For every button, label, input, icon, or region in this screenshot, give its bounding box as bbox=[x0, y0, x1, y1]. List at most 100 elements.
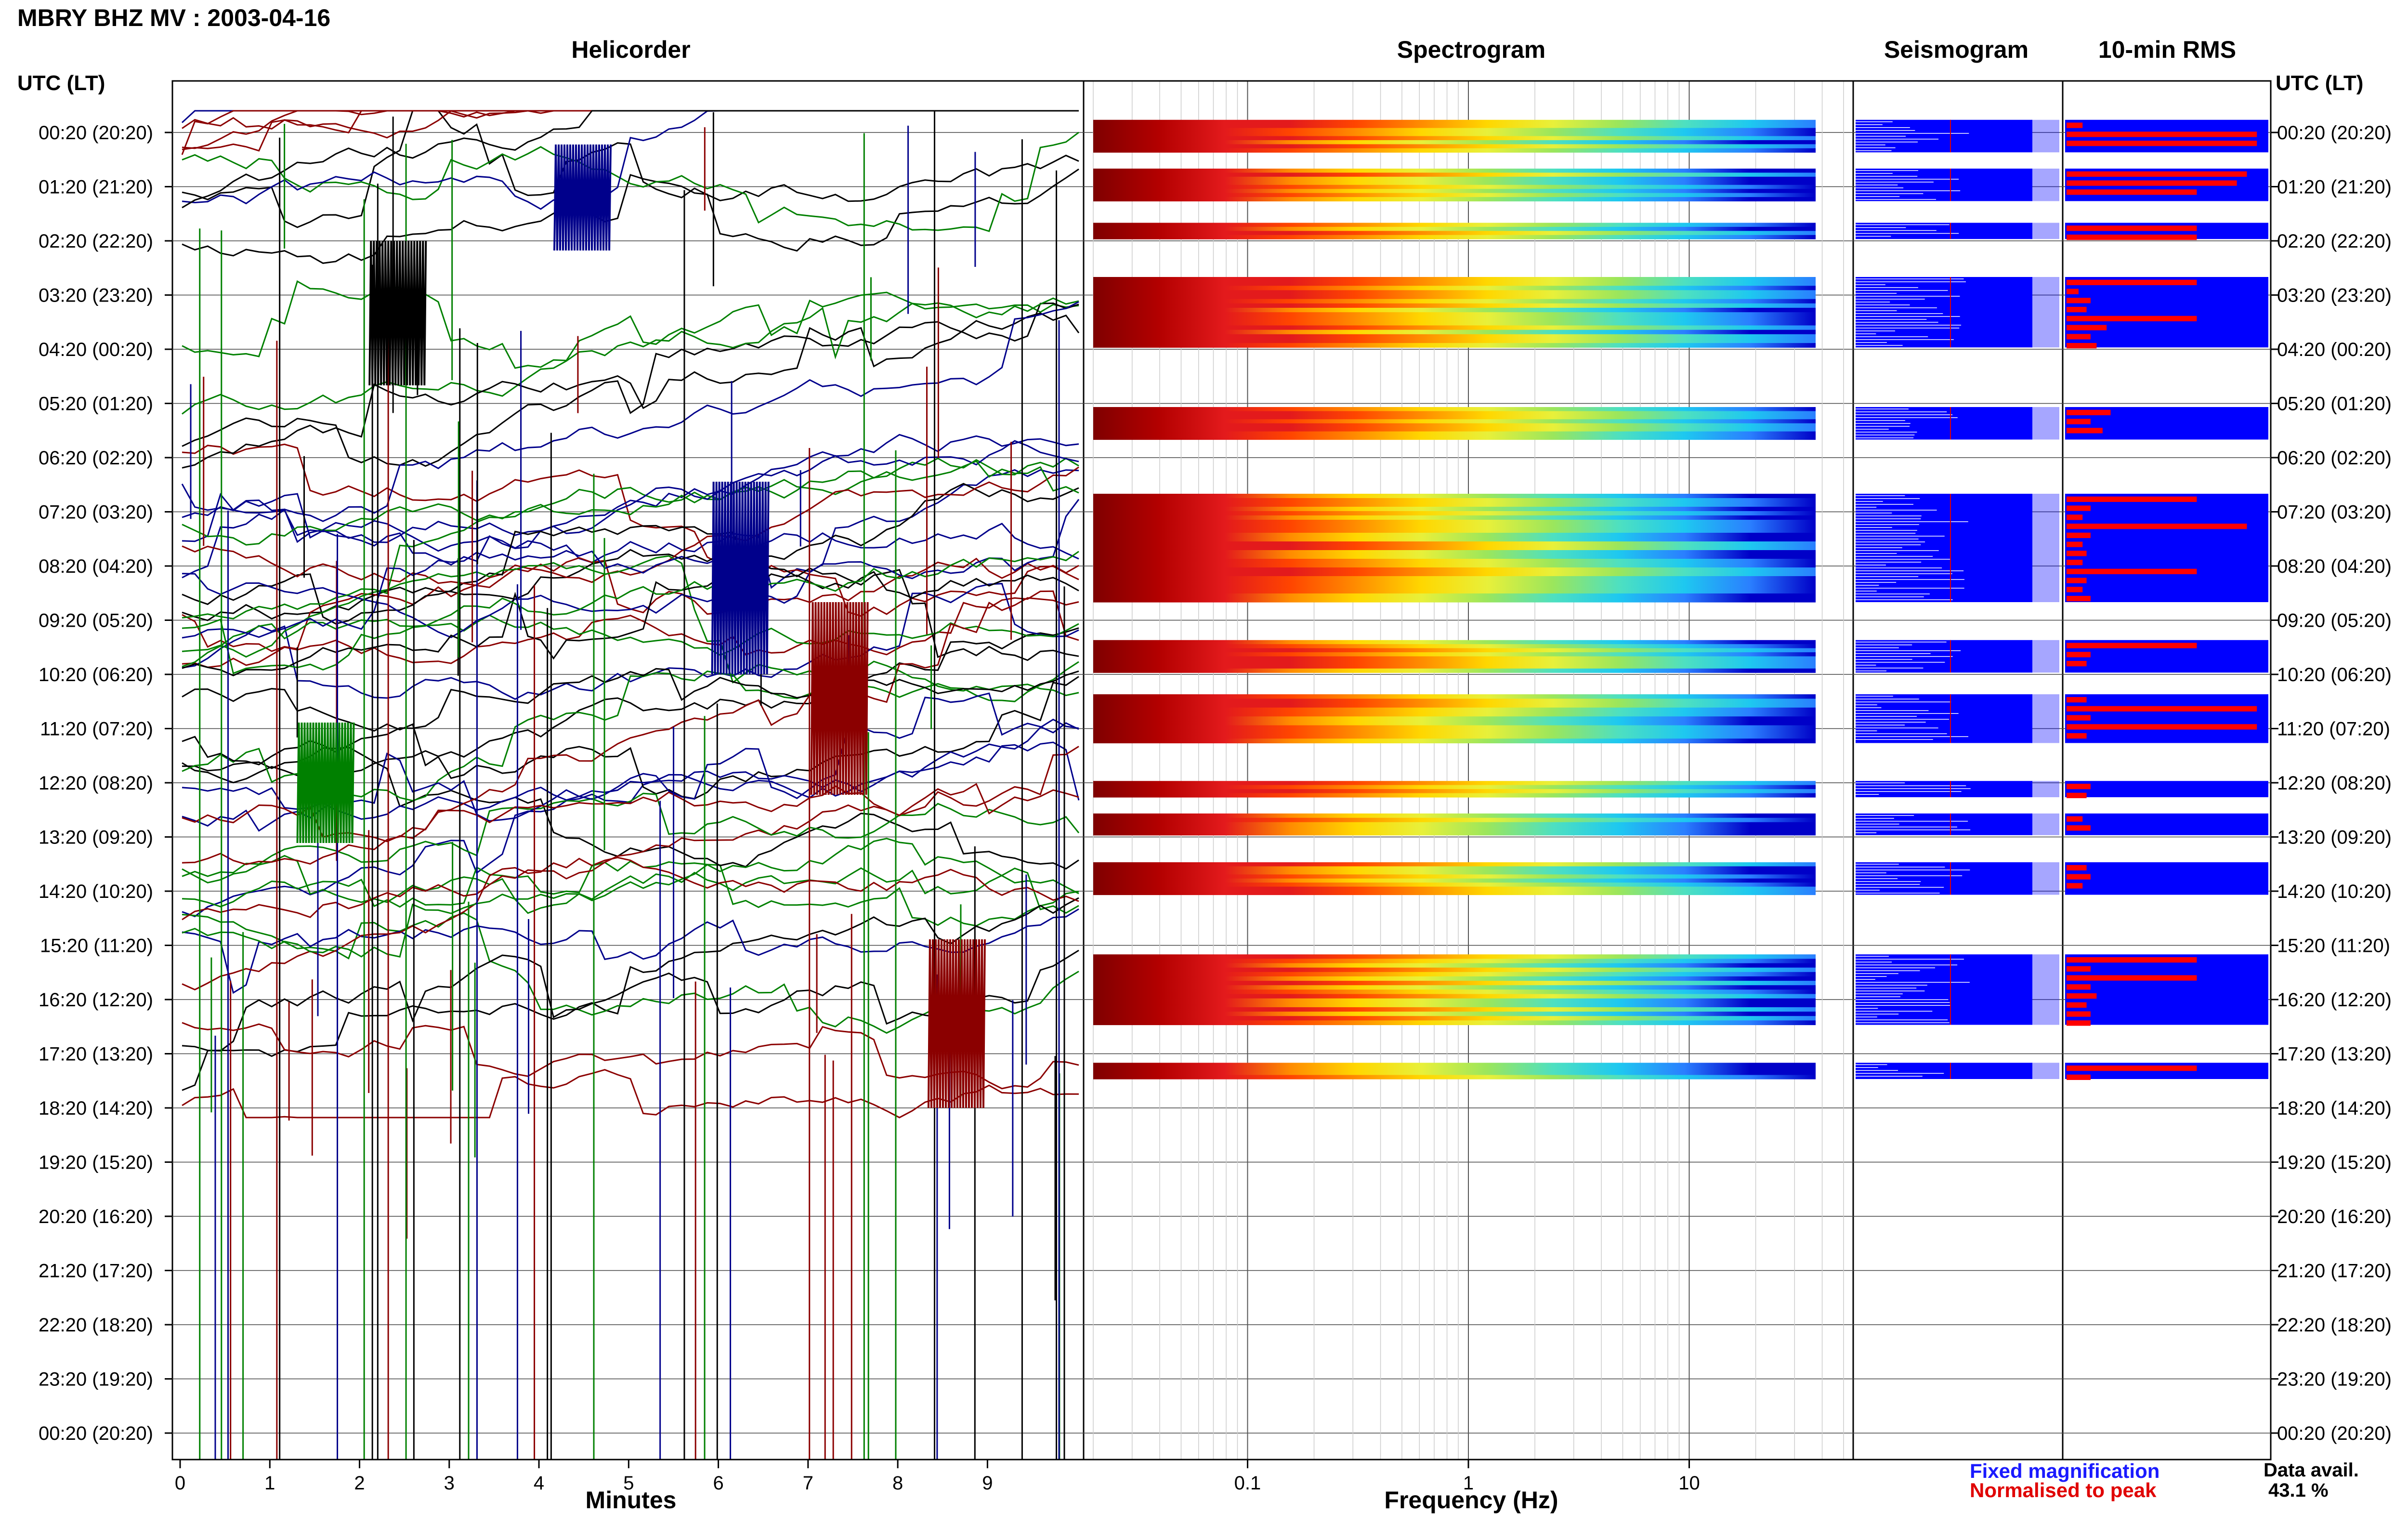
helicorder-x-tick-label: 4 bbox=[534, 1473, 544, 1494]
spectrogram-strip bbox=[1093, 307, 1816, 313]
helicorder-trace bbox=[182, 746, 1079, 921]
row-label-right: 11:20 (07:20) bbox=[2277, 719, 2390, 740]
row-label-left: 16:20 (12:20) bbox=[39, 989, 153, 1011]
spectrogram-strip bbox=[1093, 563, 1816, 568]
rms-bar bbox=[2067, 643, 2197, 648]
rms-bar bbox=[2067, 141, 2257, 146]
spectrogram-strip bbox=[1093, 580, 1816, 585]
rms-block bbox=[2065, 954, 2268, 1025]
spectrogram-strip bbox=[1093, 316, 1816, 322]
helicorder-x-tick-label: 2 bbox=[354, 1473, 365, 1494]
row-label-left: 22:20 (18:20) bbox=[39, 1315, 153, 1336]
spectrogram-strip bbox=[1093, 515, 1816, 520]
row-label-right: 09:20 (05:20) bbox=[2277, 610, 2392, 632]
rms-bar bbox=[2067, 1020, 2091, 1026]
spectrogram-strip bbox=[1093, 299, 1816, 304]
spectrogram-strip bbox=[1093, 325, 1816, 330]
spectrogram-strip bbox=[1093, 329, 1816, 335]
helicorder-trace bbox=[182, 783, 1079, 865]
spectrogram-strip bbox=[1093, 193, 1816, 197]
legend-normalised-to-peak: Normalised to peak bbox=[1970, 1479, 2157, 1501]
rms-bar bbox=[2067, 975, 2197, 981]
spectrogram-strip bbox=[1093, 585, 1816, 590]
row-label-right: 02:20 (22:20) bbox=[2277, 231, 2392, 252]
utc-header-right: UTC (LT) bbox=[2276, 71, 2364, 95]
spectrogram-strip bbox=[1093, 1075, 1816, 1080]
row-label-left: 09:20 (05:20) bbox=[39, 610, 153, 632]
spectrogram-strip bbox=[1093, 294, 1816, 300]
row-label-left: 21:20 (17:20) bbox=[39, 1261, 153, 1282]
spectrogram-strip bbox=[1093, 176, 1816, 181]
spectrogram-strip bbox=[1093, 593, 1816, 598]
helicorder-x-tick-label: 0 bbox=[175, 1473, 185, 1494]
helicorder-trace bbox=[182, 110, 1079, 228]
helicorder-trace bbox=[182, 280, 1079, 369]
page-title: MBRY BHZ MV : 2003-04-16 bbox=[17, 4, 331, 31]
spectrogram-strip bbox=[1093, 498, 1816, 503]
spectrogram-strip bbox=[1093, 559, 1816, 564]
rms-bar bbox=[2067, 419, 2091, 424]
rms-bar bbox=[2067, 122, 2083, 128]
spectrogram-strip bbox=[1093, 132, 1816, 137]
helicorder-burst bbox=[553, 144, 612, 251]
row-label-right: 16:20 (12:20) bbox=[2277, 989, 2392, 1011]
spectrogram-strip bbox=[1093, 862, 1816, 867]
helicorder-trace bbox=[182, 110, 1079, 149]
spectrogram-strip bbox=[1093, 312, 1816, 317]
spectrogram-strip bbox=[1093, 874, 1816, 879]
seismogram-edge bbox=[2031, 119, 2059, 153]
rms-bar bbox=[2067, 816, 2083, 822]
spectrogram-x-tick-label: 10 bbox=[1678, 1473, 1700, 1494]
helicorder-trace bbox=[182, 838, 1079, 958]
spectrogram-strip bbox=[1093, 817, 1816, 823]
spectrogram-strip bbox=[1093, 989, 1816, 995]
spectrogram-strip bbox=[1093, 1020, 1816, 1026]
helicorder-trace bbox=[182, 855, 1079, 914]
row-label-right: 05:20 (01:20) bbox=[2277, 394, 2392, 415]
seismogram-block bbox=[1856, 277, 2032, 348]
spectrogram-strip bbox=[1093, 998, 1816, 1003]
seismogram-edge bbox=[2031, 223, 2059, 239]
spectrogram-strip bbox=[1093, 882, 1816, 887]
spectrogram-strip bbox=[1093, 781, 1816, 786]
data-availability-label: Data avail. bbox=[2264, 1460, 2359, 1481]
rms-bar bbox=[2067, 235, 2197, 240]
seismogram-edge bbox=[2031, 1063, 2059, 1079]
helicorder-x-tick-label: 8 bbox=[892, 1473, 903, 1494]
rms-bar bbox=[2067, 706, 2257, 711]
row-label-right: 03:20 (23:20) bbox=[2277, 285, 2392, 306]
spectrogram-strip bbox=[1093, 870, 1816, 875]
row-label-left: 12:20 (08:20) bbox=[39, 773, 153, 794]
spectrogram-strip bbox=[1093, 698, 1816, 704]
row-label-right: 00:20 (20:20) bbox=[2277, 122, 2392, 144]
seismogram-edge bbox=[2031, 169, 2059, 201]
row-label-left: 00:20 (20:20) bbox=[39, 122, 153, 144]
rms-bar bbox=[2067, 541, 2083, 547]
helicorder-trace bbox=[182, 523, 1079, 639]
spectrogram-strip bbox=[1093, 537, 1816, 542]
rms-bar bbox=[2067, 1011, 2091, 1017]
helicorder-trace bbox=[182, 440, 1079, 566]
spectrogram-strip bbox=[1093, 435, 1816, 440]
spectrogram-strip bbox=[1093, 976, 1816, 981]
spectrogram-strip bbox=[1093, 533, 1816, 538]
spectrogram-strip bbox=[1093, 172, 1816, 177]
spectrogram-strip bbox=[1093, 959, 1816, 964]
row-label-right: 15:20 (11:20) bbox=[2277, 935, 2390, 957]
spectrogram-strip bbox=[1093, 511, 1816, 516]
spectrogram-strip bbox=[1093, 124, 1816, 129]
spectrogram-strip bbox=[1093, 738, 1816, 744]
row-label-left: 02:20 (22:20) bbox=[39, 231, 153, 252]
row-label-left: 23:20 (19:20) bbox=[39, 1369, 153, 1390]
rms-bar bbox=[2067, 1066, 2197, 1071]
rms-bar bbox=[2067, 505, 2091, 511]
rms-bar bbox=[2067, 957, 2197, 963]
spectrogram-strip bbox=[1093, 169, 1816, 173]
spectrogram-strip bbox=[1093, 148, 1816, 153]
rms-bar bbox=[2067, 865, 2087, 870]
spectrogram-strip bbox=[1093, 656, 1816, 661]
spectrogram-strip bbox=[1093, 703, 1816, 708]
rms-bar bbox=[2067, 428, 2103, 434]
helicorder-trace bbox=[182, 856, 1079, 991]
rms-bar bbox=[2067, 298, 2091, 303]
